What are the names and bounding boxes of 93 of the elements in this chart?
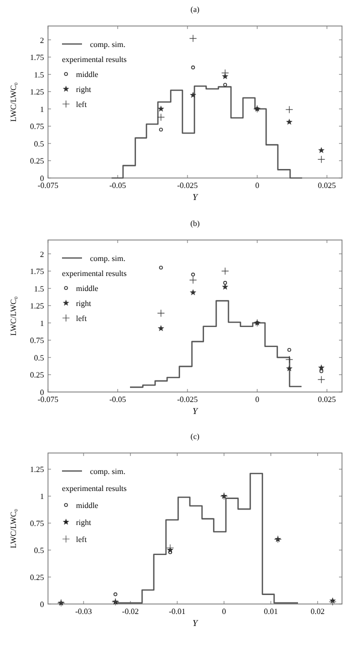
y-tick-label: 0.25 — [30, 370, 44, 380]
x-axis-title: Y — [192, 618, 198, 628]
y-tick-label: 1.25 — [30, 302, 44, 311]
point — [166, 544, 174, 552]
y-tick-label: 1.25 — [30, 465, 44, 474]
point — [285, 356, 294, 364]
x-tick-label: 0.025 — [318, 181, 336, 190]
point — [318, 376, 326, 384]
point — [159, 128, 163, 132]
x-tick-label: -0.05 — [109, 181, 126, 190]
point — [223, 82, 228, 87]
point — [222, 284, 228, 290]
y-axis-title: LWC/LWC₀ — [9, 508, 18, 548]
point — [190, 289, 196, 296]
point — [319, 369, 324, 374]
y-tick-label: 0.5 — [34, 546, 44, 556]
point — [191, 272, 195, 276]
y-tick-label: 0.75 — [30, 122, 44, 132]
point — [159, 266, 163, 270]
x-tick-label: -0.05 — [109, 395, 126, 404]
point — [318, 364, 325, 371]
point — [223, 280, 228, 285]
x-tick-label: 0 — [255, 181, 260, 190]
legend-label: right — [76, 85, 92, 94]
legend-label: right — [76, 518, 92, 527]
y-tick-label: 0 — [40, 600, 44, 609]
point — [168, 550, 172, 554]
x-axis-title: Y — [192, 192, 198, 202]
y-tick-label: 1.75 — [30, 267, 44, 276]
legend-label: left — [76, 535, 88, 544]
legend-title: experimental results — [62, 55, 127, 64]
y-tick-label: 0.75 — [30, 519, 44, 528]
y-axis-title: LWC/LWC₀ — [9, 82, 18, 122]
y-tick-label: 1 — [40, 318, 44, 328]
point — [285, 106, 294, 114]
y-tick-label: 0 — [40, 174, 44, 183]
legend-label: left — [76, 100, 88, 109]
point — [157, 309, 165, 318]
point — [189, 34, 197, 42]
x-tick-label: -0.03 — [75, 607, 92, 616]
legend-label: comp. sim. — [90, 40, 126, 49]
point — [189, 276, 197, 284]
legend-label: middle — [76, 70, 99, 79]
legend-title: experimental results — [62, 269, 127, 278]
y-tick-label: 0.25 — [30, 573, 44, 582]
y-tick-label: 0.5 — [34, 353, 44, 362]
x-tick-label: 0 — [255, 395, 260, 404]
x-tick-label: -0.025 — [177, 395, 198, 404]
x-tick-label: -0.075 — [38, 395, 58, 404]
y-tick-label: 1 — [40, 492, 44, 502]
y-axis-title: LWC/LWC₀ — [9, 296, 18, 336]
x-tick-label: -0.02 — [122, 607, 139, 616]
y-tick-label: 1.25 — [30, 88, 44, 97]
legend-label: comp. sim. — [90, 254, 126, 263]
x-tick-label: -0.01 — [168, 607, 186, 616]
x-tick-label: 0.02 — [310, 607, 325, 616]
point — [114, 592, 118, 596]
y-tick-label: 0.75 — [30, 336, 44, 346]
point — [286, 365, 293, 372]
legend-label: middle — [76, 501, 99, 510]
x-tick-label: 0.025 — [318, 395, 336, 404]
chart-title: (c) — [190, 432, 200, 441]
x-tick-label: -0.075 — [38, 181, 58, 190]
x-axis-title: Y — [192, 406, 198, 416]
point — [158, 106, 164, 112]
y-tick-label: 1.5 — [34, 284, 44, 294]
x-tick-label: 0.01 — [264, 607, 278, 616]
x-tick-label: -0.025 — [177, 181, 198, 190]
point — [318, 146, 325, 154]
y-tick-label: 1 — [40, 104, 44, 114]
chart-title: (b) — [190, 219, 200, 228]
point — [191, 66, 195, 70]
legend-label: comp. sim. — [90, 467, 126, 476]
y-tick-label: 1.75 — [30, 53, 44, 62]
y-tick-label: 1.5 — [34, 70, 44, 80]
legend-label: left — [76, 314, 88, 323]
point — [221, 267, 229, 275]
point — [286, 118, 293, 125]
y-tick-label: 0.5 — [34, 139, 44, 148]
point — [157, 113, 165, 121]
chart-title: (a) — [190, 5, 200, 14]
y-tick-label: 0.25 — [30, 156, 44, 166]
point — [190, 92, 196, 98]
y-tick-label: 0 — [40, 388, 44, 397]
legend-label: middle — [76, 284, 99, 293]
y-tick-label: 2 — [40, 250, 44, 259]
point — [287, 348, 292, 352]
x-tick-label: 0 — [222, 607, 226, 616]
y-tick-label: 2 — [40, 36, 44, 45]
point — [318, 156, 326, 164]
legend-label: right — [76, 299, 92, 308]
point — [158, 325, 164, 332]
legend-title: experimental results — [62, 484, 127, 493]
